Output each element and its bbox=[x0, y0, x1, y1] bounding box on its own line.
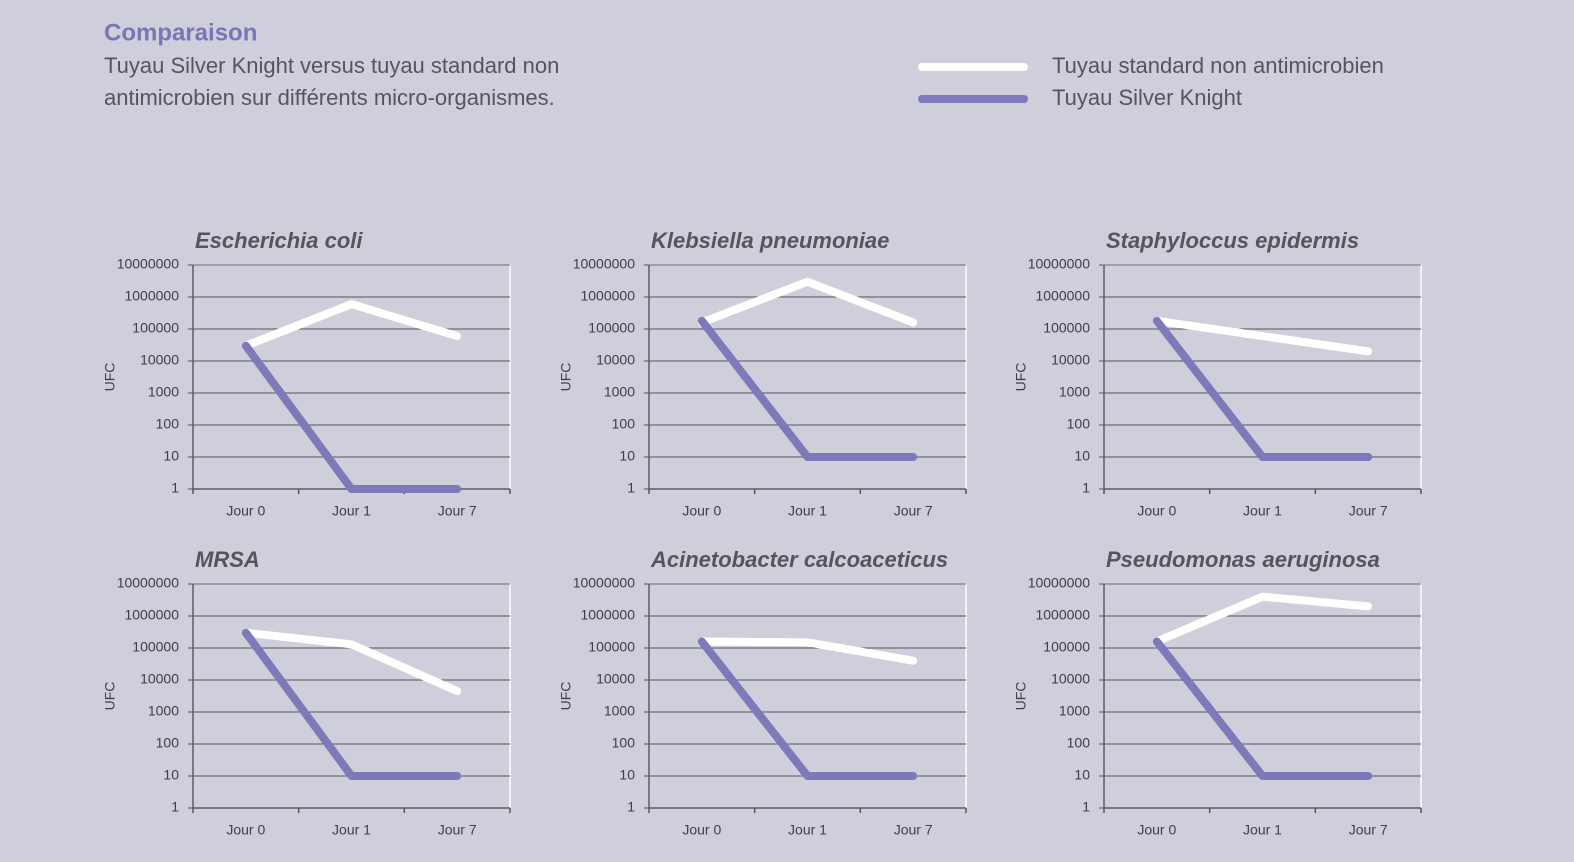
x-tick-label: Jour 7 bbox=[894, 822, 933, 838]
series-line bbox=[241, 628, 462, 696]
y-tick-label: 10 bbox=[163, 767, 179, 783]
x-tick-label: Jour 1 bbox=[1243, 822, 1282, 838]
x-tick-label: Jour 1 bbox=[1243, 503, 1282, 519]
y-tick-label: 1 bbox=[627, 799, 635, 815]
chart-title: MRSA bbox=[195, 547, 260, 572]
y-tick-label: 10000 bbox=[140, 671, 179, 687]
y-tick-label: 1000 bbox=[148, 384, 179, 400]
y-tick-label: 100000 bbox=[1043, 320, 1090, 336]
y-tick-label: 100 bbox=[612, 735, 636, 751]
y-tick-label: 100 bbox=[1067, 735, 1091, 751]
y-tick-label: 1000 bbox=[148, 703, 179, 719]
y-axis-label: UFC bbox=[558, 682, 574, 711]
x-tick-label: Jour 7 bbox=[1349, 822, 1388, 838]
y-tick-label: 1000 bbox=[604, 384, 635, 400]
y-tick-label: 100 bbox=[612, 416, 636, 432]
y-tick-label: 10000 bbox=[1051, 671, 1090, 687]
x-tick-label: Jour 0 bbox=[682, 822, 721, 838]
y-tick-label: 1000000 bbox=[1035, 288, 1090, 304]
series-line bbox=[241, 341, 462, 493]
y-tick-label: 10 bbox=[1074, 448, 1090, 464]
x-tick-label: Jour 1 bbox=[332, 503, 371, 519]
x-tick-label: Jour 1 bbox=[788, 503, 827, 519]
y-tick-label: 10000000 bbox=[117, 256, 180, 272]
y-tick-label: 1000000 bbox=[1035, 607, 1090, 623]
chart-title: Acinetobacter calcoaceticus bbox=[650, 547, 948, 572]
plot-frame bbox=[192, 264, 511, 490]
y-tick-label: 1000 bbox=[1059, 703, 1090, 719]
header-subtitle: antimicrobien sur différents micro-organ… bbox=[104, 85, 555, 110]
y-tick-label: 100000 bbox=[1043, 639, 1090, 655]
y-axis-label: UFC bbox=[558, 363, 574, 392]
y-tick-label: 10 bbox=[1074, 767, 1090, 783]
header-title: Comparaison bbox=[104, 19, 257, 46]
chart-title: Pseudomonas aeruginosa bbox=[1106, 547, 1380, 572]
y-tick-label: 1000000 bbox=[580, 607, 635, 623]
x-tick-label: Jour 7 bbox=[438, 822, 477, 838]
y-tick-label: 1000000 bbox=[124, 607, 179, 623]
series-line bbox=[1152, 637, 1373, 780]
y-tick-label: 1000000 bbox=[580, 288, 635, 304]
chart-title: Klebsiella pneumoniae bbox=[651, 228, 889, 253]
chart-title: Staphyloccus epidermis bbox=[1106, 228, 1359, 253]
x-tick-label: Jour 0 bbox=[1137, 503, 1176, 519]
y-axis-label: UFC bbox=[102, 682, 118, 711]
y-tick-label: 100000 bbox=[588, 320, 635, 336]
x-tick-label: Jour 0 bbox=[226, 503, 265, 519]
header-subtitle: Tuyau Silver Knight versus tuyau standar… bbox=[104, 53, 559, 78]
x-tick-label: Jour 7 bbox=[894, 503, 933, 519]
y-tick-label: 10000000 bbox=[573, 256, 636, 272]
x-tick-label: Jour 1 bbox=[788, 822, 827, 838]
y-tick-label: 10000 bbox=[596, 352, 635, 368]
y-tick-label: 1 bbox=[171, 799, 179, 815]
legend-label: Tuyau standard non antimicrobien bbox=[1052, 53, 1384, 78]
y-tick-label: 10000 bbox=[1051, 352, 1090, 368]
x-tick-label: Jour 7 bbox=[438, 503, 477, 519]
y-tick-label: 100 bbox=[156, 416, 180, 432]
series-line bbox=[241, 628, 462, 780]
series-line bbox=[697, 277, 918, 327]
series-line bbox=[1152, 316, 1373, 356]
y-tick-label: 1000 bbox=[604, 703, 635, 719]
y-tick-label: 10 bbox=[619, 767, 635, 783]
y-tick-label: 10000 bbox=[140, 352, 179, 368]
y-tick-label: 10000000 bbox=[573, 575, 636, 591]
y-tick-label: 100 bbox=[1067, 416, 1091, 432]
y-tick-label: 10000 bbox=[596, 671, 635, 687]
y-tick-label: 100000 bbox=[132, 320, 179, 336]
y-tick-label: 1000000 bbox=[124, 288, 179, 304]
y-tick-label: 10000000 bbox=[1028, 575, 1091, 591]
series-line bbox=[241, 300, 462, 350]
y-tick-label: 100000 bbox=[132, 639, 179, 655]
y-axis-label: UFC bbox=[102, 363, 118, 392]
x-tick-label: Jour 0 bbox=[226, 822, 265, 838]
y-axis-label: UFC bbox=[1013, 682, 1029, 711]
chart-title: Escherichia coli bbox=[195, 228, 363, 253]
x-tick-label: Jour 7 bbox=[1349, 503, 1388, 519]
y-tick-label: 1 bbox=[1082, 799, 1090, 815]
x-tick-label: Jour 0 bbox=[682, 503, 721, 519]
y-tick-label: 1 bbox=[627, 480, 635, 496]
series-line bbox=[697, 316, 918, 461]
y-tick-label: 100000 bbox=[588, 639, 635, 655]
y-tick-label: 10000000 bbox=[117, 575, 180, 591]
y-tick-label: 10000000 bbox=[1028, 256, 1091, 272]
y-tick-label: 1 bbox=[1082, 480, 1090, 496]
series-line bbox=[697, 637, 918, 665]
y-tick-label: 10 bbox=[619, 448, 635, 464]
series-line bbox=[1152, 592, 1373, 646]
series-line bbox=[697, 637, 918, 780]
x-tick-label: Jour 1 bbox=[332, 822, 371, 838]
series-line bbox=[1152, 316, 1373, 461]
y-tick-label: 1000 bbox=[1059, 384, 1090, 400]
y-axis-label: UFC bbox=[1013, 363, 1029, 392]
x-tick-label: Jour 0 bbox=[1137, 822, 1176, 838]
y-tick-label: 10 bbox=[163, 448, 179, 464]
y-tick-label: 100 bbox=[156, 735, 180, 751]
y-tick-label: 1 bbox=[171, 480, 179, 496]
legend-label: Tuyau Silver Knight bbox=[1052, 85, 1242, 110]
